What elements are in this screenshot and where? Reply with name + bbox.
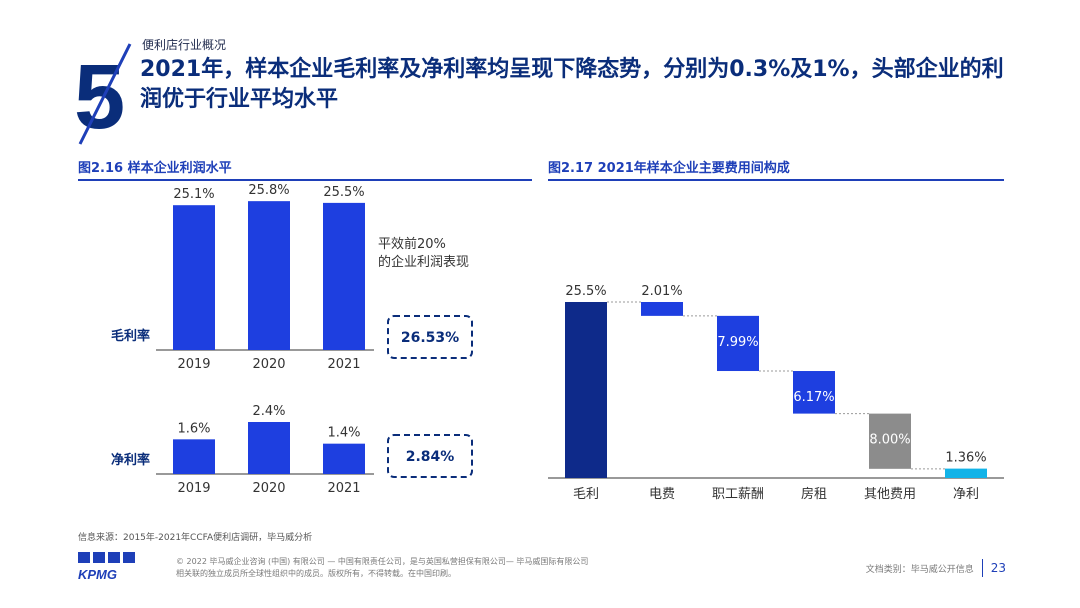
source-note: 信息来源：2015年-2021年CCFA便利店调研，毕马威分析	[78, 533, 313, 543]
bar-value-label: 25.8%	[248, 184, 289, 198]
document-classification: 文档类别：毕马威公开信息	[865, 564, 974, 575]
annotation-text: 平效前20% 的企业利润表现	[378, 236, 469, 270]
bar-value-label: 1.4%	[327, 426, 360, 441]
annotation-line: 的企业利润表现	[378, 254, 469, 270]
profit-level-chart: 25.1% 2019 25.8% 2020 25.5% 2021 毛利率 26.53% 1.6%…	[111, 184, 473, 496]
bar-1-2	[323, 443, 365, 474]
waterfall-bar-3	[793, 371, 835, 414]
kpmg-logo-text: KPMG	[78, 567, 117, 582]
x-tick-label: 2021	[327, 481, 360, 496]
left-chart-title: 图2.16 样本企业利润水平	[78, 161, 232, 176]
expense-waterfall-chart: 25.5% 毛利 2.01% 电费 7.99% 职工薪酬 6.17% 房租 8.00% 其他费用 1…	[548, 284, 1004, 502]
right-title-rule	[548, 179, 1004, 181]
bar-value-label: 8.00%	[869, 433, 910, 448]
x-tick-label: 2020	[252, 357, 285, 372]
x-tick-label: 2020	[252, 481, 285, 496]
waterfall-bar-2	[717, 315, 759, 372]
copyright-line-1: © 2022 毕马威企业咨询 (中国) 有限公司 — 中国有限责任公司，是与英国…	[176, 557, 589, 566]
x-tick-label: 2019	[177, 481, 210, 496]
x-tick-label: 2021	[327, 357, 360, 372]
x-tick-label: 其他费用	[864, 487, 916, 502]
waterfall-bar-1	[641, 302, 683, 316]
bar-1-0	[173, 439, 215, 474]
bar-value-label: 25.5%	[323, 185, 364, 200]
x-tick-label: 毛利	[573, 487, 599, 502]
kpmg-logo: KPMG	[78, 552, 135, 582]
page-number: 23	[990, 561, 1006, 575]
x-tick-label: 电费	[649, 487, 675, 502]
bar-value-label: 25.1%	[173, 187, 214, 202]
annotation-line: 平效前20%	[378, 236, 446, 252]
left-title-rule	[78, 179, 532, 181]
section-number: 5	[74, 46, 125, 148]
bar-value-label: 2.4%	[252, 404, 285, 419]
x-tick-label: 房租	[801, 486, 827, 502]
section-number-graphic: 5	[74, 43, 132, 148]
waterfall-bar-4	[869, 413, 911, 469]
group-label: 净利率	[111, 452, 150, 468]
waterfall-bar-0	[565, 302, 607, 478]
section-slash	[78, 43, 132, 145]
bar-0-2	[323, 202, 365, 350]
group-label: 毛利率	[111, 328, 150, 344]
bar-1-1	[248, 422, 290, 474]
benchmark-value: 2.84%	[406, 449, 455, 465]
x-tick-label: 2019	[177, 357, 210, 372]
footer-separator	[981, 559, 983, 577]
x-tick-label: 净利	[953, 487, 979, 502]
bar-0-1	[248, 201, 290, 350]
x-tick-label: 职工薪酬	[712, 487, 764, 502]
bar-0-0	[173, 205, 215, 350]
section-label: 便利店行业概况	[142, 38, 227, 52]
copyright-text: © 2022 毕马威企业咨询 (中国) 有限公司 — 中国有限责任公司，是与英国…	[176, 556, 588, 580]
bar-value-label: 1.6%	[177, 421, 210, 436]
page-headline: 2021年，样本企业毛利率及净利率均呈现下降态势，分别为0.3%及1%，头部企业…	[140, 57, 1004, 112]
bar-value-label: 1.36%	[945, 451, 986, 466]
bar-value-label: 2.01%	[641, 284, 682, 299]
waterfall-bar-5	[945, 468, 987, 478]
copyright-line-2: 相关联的独立成员所全球性组织中的成员。版权所有，不得转载。在中国印刷。	[176, 569, 456, 578]
bar-value-label: 6.17%	[793, 390, 834, 405]
benchmark-box	[387, 315, 473, 359]
bar-value-label: 25.5%	[565, 284, 606, 299]
footer-right: 文档类别：毕马威公开信息 23	[866, 559, 1006, 577]
right-chart-title: 图2.17 2021年样本企业主要费用间构成	[548, 161, 790, 176]
bar-value-label: 7.99%	[717, 335, 758, 350]
benchmark-value: 26.53%	[401, 330, 459, 346]
benchmark-box	[387, 434, 473, 478]
